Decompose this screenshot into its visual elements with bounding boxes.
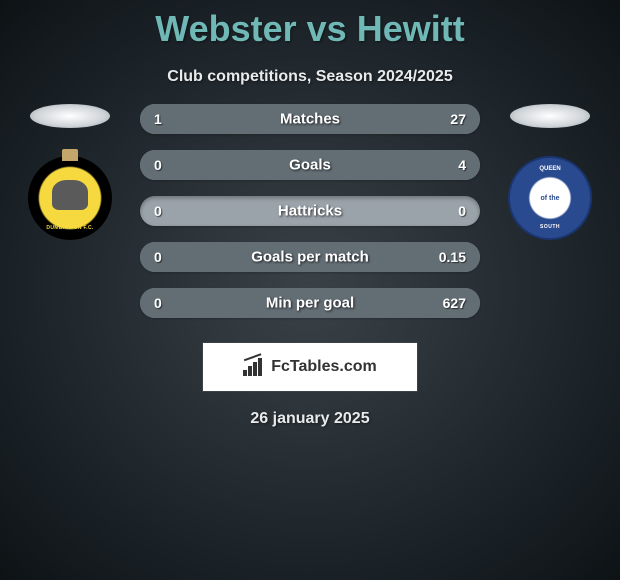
badge-castle-icon: [62, 149, 78, 161]
badge-right-text-bottom: SOUTH: [540, 224, 560, 230]
page-title: Webster vs Hewitt: [0, 0, 620, 50]
badge-right-center: of the: [536, 184, 564, 212]
fctables-logo[interactable]: FcTables.com: [202, 342, 418, 392]
stat-label: Min per goal: [266, 295, 354, 312]
stat-value-right: 0: [458, 203, 466, 219]
stat-value-left: 0: [154, 295, 162, 311]
badge-left-text: DUMBARTON F.C.: [46, 225, 93, 231]
badge-right-text-top: QUEEN: [539, 166, 560, 172]
stat-value-left: 0: [154, 157, 162, 173]
left-team-column: DUMBARTON F.C.: [20, 104, 120, 240]
stat-bar: 0 4 Goals: [140, 150, 480, 180]
pedestal-right: [510, 104, 590, 128]
stat-bar: 0 0 Hattricks: [140, 196, 480, 226]
stat-value-left: 0: [154, 203, 162, 219]
badge-elephant-icon: [52, 180, 88, 210]
chart-icon: [243, 358, 265, 376]
logo-text: FcTables.com: [271, 358, 377, 376]
stat-value-right: 27: [450, 111, 466, 127]
team-badge-left: DUMBARTON F.C.: [28, 156, 112, 240]
stat-label: Matches: [280, 111, 340, 128]
stat-label: Hattricks: [278, 203, 342, 220]
stat-value-right: 627: [443, 295, 466, 311]
stat-value-right: 4: [458, 157, 466, 173]
stat-label: Goals: [289, 157, 331, 174]
stat-bar: 1 27 Matches: [140, 104, 480, 134]
subtitle: Club competitions, Season 2024/2025: [0, 68, 620, 86]
stat-value-left: 0: [154, 249, 162, 265]
stat-value-left: 1: [154, 111, 162, 127]
team-badge-right: QUEEN of the SOUTH: [508, 156, 592, 240]
content-row: DUMBARTON F.C. 1 27 Matches 0 4 Goals 0 0 Hattri…: [0, 104, 620, 318]
stat-bar: 0 0.15 Goals per match: [140, 242, 480, 272]
stat-bar: 0 627 Min per goal: [140, 288, 480, 318]
stats-column: 1 27 Matches 0 4 Goals 0 0 Hattricks 0 0.15 Goals p…: [140, 104, 480, 318]
stat-label: Goals per match: [251, 249, 369, 266]
stat-fill-left: [140, 104, 152, 134]
right-team-column: QUEEN of the SOUTH: [500, 104, 600, 240]
stat-value-right: 0.15: [439, 249, 466, 265]
date-text: 26 january 2025: [0, 410, 620, 428]
pedestal-left: [30, 104, 110, 128]
